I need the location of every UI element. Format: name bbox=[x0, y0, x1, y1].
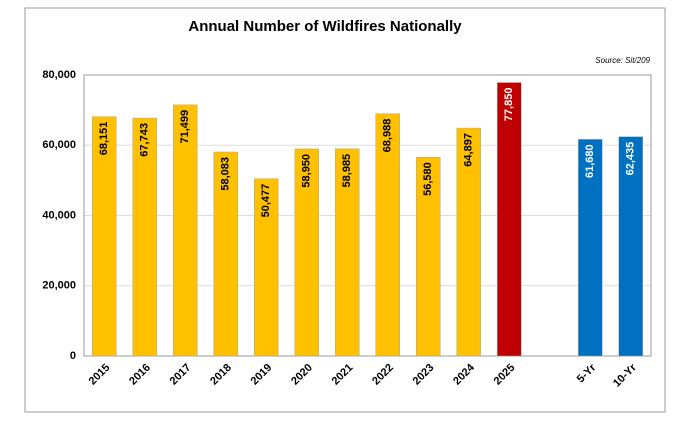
value-label: 64,897 bbox=[463, 133, 475, 167]
value-label: 62,435 bbox=[625, 142, 637, 176]
value-label: 58,950 bbox=[301, 154, 313, 188]
bar bbox=[335, 148, 360, 357]
bar bbox=[618, 136, 643, 357]
bar bbox=[173, 104, 198, 357]
bar bbox=[92, 116, 117, 357]
source-note: Source: Sit/209 bbox=[595, 56, 650, 65]
bar bbox=[456, 127, 481, 357]
bar bbox=[254, 178, 279, 357]
value-label: 68,988 bbox=[382, 119, 394, 153]
chart-title: Annual Number of Wildfires Nationally bbox=[188, 18, 462, 35]
value-label: 67,743 bbox=[139, 123, 151, 157]
bar bbox=[416, 157, 441, 357]
y-tick-label: 40,000 bbox=[42, 209, 76, 221]
y-tick-label: 0 bbox=[70, 350, 76, 362]
value-label: 68,151 bbox=[98, 122, 110, 156]
value-label: 50,477 bbox=[260, 184, 272, 218]
bar bbox=[497, 82, 522, 357]
bar bbox=[578, 139, 603, 357]
value-label: 61,680 bbox=[584, 144, 596, 178]
y-tick-label: 20,000 bbox=[42, 280, 76, 292]
bar bbox=[294, 148, 319, 357]
y-tick-label: 80,000 bbox=[42, 69, 76, 81]
bar bbox=[132, 117, 157, 357]
value-label: 77,850 bbox=[503, 88, 515, 122]
bar bbox=[213, 151, 238, 357]
value-label: 58,985 bbox=[341, 154, 353, 188]
plot-frame bbox=[83, 74, 652, 357]
value-label: 71,499 bbox=[179, 110, 191, 144]
value-label: 56,580 bbox=[422, 162, 434, 196]
value-label: 58,083 bbox=[220, 157, 232, 191]
y-tick-label: 60,000 bbox=[42, 139, 76, 151]
bar bbox=[375, 113, 400, 357]
